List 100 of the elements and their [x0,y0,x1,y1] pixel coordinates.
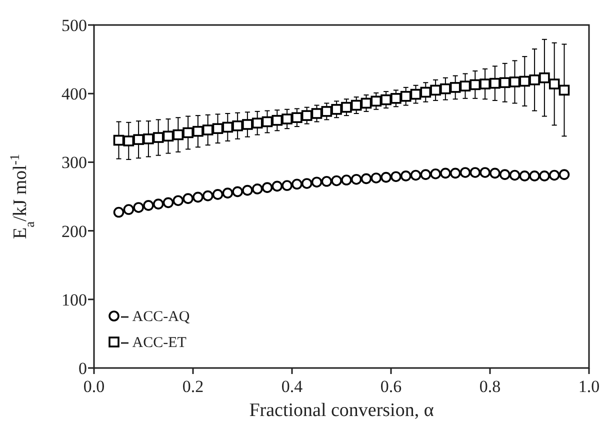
x-tick-label: 0.0 [83,377,105,396]
point [450,82,461,93]
point [480,78,490,90]
point [301,178,312,189]
point [558,169,570,180]
point [529,170,540,182]
point [222,122,234,133]
point [123,204,134,215]
point [460,80,471,92]
point [182,127,194,138]
point [470,167,481,178]
point [252,184,263,194]
point [113,206,124,218]
point [123,136,134,146]
y-tick-label: 100 [62,290,87,310]
point [282,114,292,124]
point [400,90,412,102]
point [152,198,164,210]
point [440,83,451,94]
legend-label: ACC-ET [128,335,186,351]
point [242,119,253,130]
point [292,178,302,190]
point [133,202,144,213]
point [341,174,352,186]
x-tick-label: 1.0 [578,377,600,396]
point [509,76,520,88]
point [548,78,560,90]
point [162,130,174,142]
y-tick-label: 200 [62,222,87,241]
point [420,169,432,180]
point [370,172,382,184]
point [450,168,461,179]
point [321,106,332,117]
point [311,176,322,188]
y-tick-label: 400 [62,84,87,104]
point [202,124,214,136]
point [152,132,164,143]
point [519,170,530,182]
point [162,197,174,208]
x-tick-label: 0.2 [182,377,204,396]
point [499,169,510,180]
point [282,180,292,191]
point [400,170,412,182]
point [490,78,500,89]
legend-label: ACC-AQ [128,309,190,325]
point [430,84,441,96]
x-tick-label: 0.4 [281,377,304,396]
point [331,175,342,186]
point [113,134,124,146]
point [172,195,184,206]
point [242,184,253,196]
point [292,112,302,124]
point [558,84,570,96]
point [143,200,154,211]
point [252,118,263,128]
point [390,171,402,182]
point [410,170,422,181]
point [430,168,441,180]
point [350,174,362,185]
point [321,176,332,187]
point [272,114,283,126]
point [370,96,382,107]
point [470,79,481,90]
point [350,100,362,111]
y-tick-label: 300 [62,153,87,172]
x-axis-title: Fractional conversion, α [249,400,434,421]
point [548,170,560,181]
point [192,192,204,203]
x-tick-label: 0.6 [380,377,402,396]
point [440,168,451,179]
point [143,133,154,144]
point [222,188,234,198]
point [529,74,540,86]
point [133,134,144,145]
point [360,98,372,109]
point [539,72,550,84]
point [380,94,392,106]
point [232,120,243,132]
point [172,129,184,140]
point [360,173,372,184]
point [232,186,243,198]
point [301,110,312,121]
point [390,93,402,104]
point [410,88,422,100]
point [480,167,490,178]
point [499,77,510,88]
point [460,167,471,178]
point [331,104,342,115]
point [272,180,283,192]
point [380,172,392,183]
y-tick-label: 0 [78,359,87,378]
point [182,193,194,204]
y-tick-label: 500 [62,16,87,35]
point [539,170,550,182]
point [262,182,273,193]
point [192,126,204,137]
point [212,189,224,200]
point [311,108,322,119]
point [212,123,224,134]
point [490,168,500,179]
